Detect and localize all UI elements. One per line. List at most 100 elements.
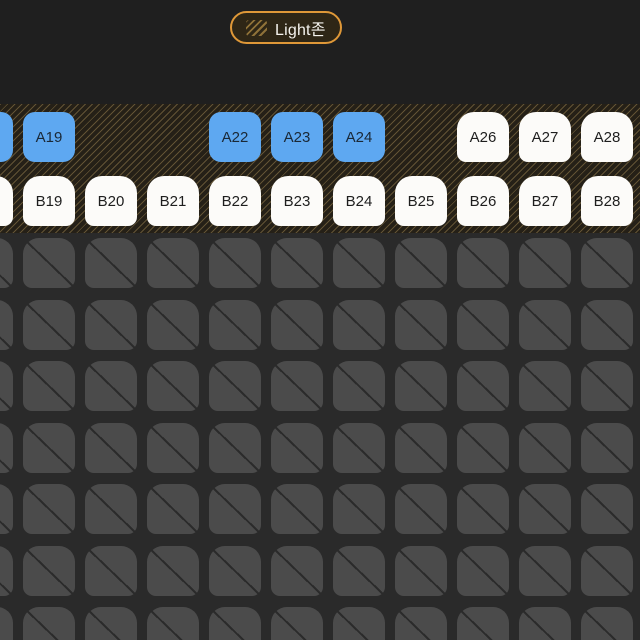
- seat-unavailable: [581, 300, 633, 350]
- seat-unavailable: [333, 361, 385, 411]
- seat-unavailable: [271, 607, 323, 640]
- seat-unavailable: [395, 484, 447, 534]
- seat-unavailable: [23, 546, 75, 596]
- seat-unavailable: [333, 484, 385, 534]
- seat-unavailable: [519, 607, 571, 640]
- seat-unavailable: [85, 238, 137, 288]
- light-zone-chip[interactable]: Light존: [230, 11, 342, 44]
- seat-unavailable: [209, 238, 261, 288]
- seat-unavailable: [147, 484, 199, 534]
- seat-unavailable: [209, 423, 261, 473]
- seat-unavailable: [85, 300, 137, 350]
- stripes-swatch-icon: [246, 19, 267, 36]
- seat-A24[interactable]: A24: [333, 112, 385, 162]
- seat-unavailable: [581, 361, 633, 411]
- seat-unavailable: [147, 361, 199, 411]
- seat-partial-B[interactable]: [0, 176, 13, 226]
- seat-unavailable: [85, 484, 137, 534]
- seat-unavailable: [271, 238, 323, 288]
- seat-unavailable: [457, 423, 509, 473]
- seat-unavailable: [147, 423, 199, 473]
- seat-unavailable: [395, 423, 447, 473]
- top-bar: Light존: [0, 0, 640, 104]
- seat-unavailable: [395, 361, 447, 411]
- seat-B24[interactable]: B24: [333, 176, 385, 226]
- seat-unavailable: [147, 607, 199, 640]
- seat-B26[interactable]: B26: [457, 176, 509, 226]
- seat-unavailable: [0, 300, 13, 350]
- seat-unavailable: [0, 361, 13, 411]
- seat-A23[interactable]: A23: [271, 112, 323, 162]
- seat-unavailable: [457, 361, 509, 411]
- seat-unavailable: [209, 546, 261, 596]
- zone-chip-label: Light존: [275, 21, 326, 39]
- seat-unavailable: [209, 300, 261, 350]
- seat-unavailable: [457, 607, 509, 640]
- seat-A26[interactable]: A26: [457, 112, 509, 162]
- seat-unavailable: [85, 546, 137, 596]
- seat-unavailable: [209, 484, 261, 534]
- seat-unavailable: [0, 238, 13, 288]
- seat-unavailable: [457, 546, 509, 596]
- seat-unavailable: [23, 361, 75, 411]
- seat-unavailable: [23, 484, 75, 534]
- seat-B22[interactable]: B22: [209, 176, 261, 226]
- seat-A22[interactable]: A22: [209, 112, 261, 162]
- seat-partial-A[interactable]: [0, 112, 13, 162]
- seat-unavailable: [85, 607, 137, 640]
- seat-unavailable: [333, 546, 385, 596]
- seat-B21[interactable]: B21: [147, 176, 199, 226]
- seat-unavailable: [271, 423, 323, 473]
- seat-unavailable: [333, 238, 385, 288]
- seat-unavailable: [0, 607, 13, 640]
- seat-A19[interactable]: A19: [23, 112, 75, 162]
- seat-B20[interactable]: B20: [85, 176, 137, 226]
- seat-unavailable: [395, 300, 447, 350]
- seat-unavailable: [147, 546, 199, 596]
- seat-unavailable: [519, 423, 571, 473]
- seat-unavailable: [23, 423, 75, 473]
- seat-unavailable: [271, 484, 323, 534]
- seat-B23[interactable]: B23: [271, 176, 323, 226]
- seat-unavailable: [519, 300, 571, 350]
- seat-unavailable: [0, 423, 13, 473]
- seat-unavailable: [581, 546, 633, 596]
- seat-B25[interactable]: B25: [395, 176, 447, 226]
- seat-unavailable: [271, 546, 323, 596]
- seat-A28[interactable]: A28: [581, 112, 633, 162]
- seat-unavailable: [23, 238, 75, 288]
- seat-B27[interactable]: B27: [519, 176, 571, 226]
- seat-unavailable: [23, 300, 75, 350]
- seat-unavailable: [581, 484, 633, 534]
- seat-unavailable: [457, 238, 509, 288]
- seat-unavailable: [457, 300, 509, 350]
- seat-unavailable: [0, 484, 13, 534]
- seat-unavailable: [271, 361, 323, 411]
- seat-unavailable: [395, 546, 447, 596]
- seat-unavailable: [85, 423, 137, 473]
- seat-unavailable: [519, 238, 571, 288]
- seat-unavailable: [519, 484, 571, 534]
- seat-unavailable: [23, 607, 75, 640]
- seat-unavailable: [519, 361, 571, 411]
- seat-unavailable: [209, 607, 261, 640]
- seat-unavailable: [395, 238, 447, 288]
- seat-unavailable: [395, 607, 447, 640]
- seat-unavailable: [147, 300, 199, 350]
- seat-unavailable: [519, 546, 571, 596]
- seat-A27[interactable]: A27: [519, 112, 571, 162]
- seat-unavailable: [581, 607, 633, 640]
- seat-unavailable: [333, 300, 385, 350]
- seat-unavailable: [85, 361, 137, 411]
- seat-unavailable: [581, 238, 633, 288]
- seat-unavailable: [581, 423, 633, 473]
- seat-unavailable: [209, 361, 261, 411]
- seat-unavailable: [147, 238, 199, 288]
- seat-unavailable: [333, 607, 385, 640]
- seat-B28[interactable]: B28: [581, 176, 633, 226]
- seat-unavailable: [0, 546, 13, 596]
- seat-unavailable: [333, 423, 385, 473]
- seat-B19[interactable]: B19: [23, 176, 75, 226]
- seat-unavailable: [271, 300, 323, 350]
